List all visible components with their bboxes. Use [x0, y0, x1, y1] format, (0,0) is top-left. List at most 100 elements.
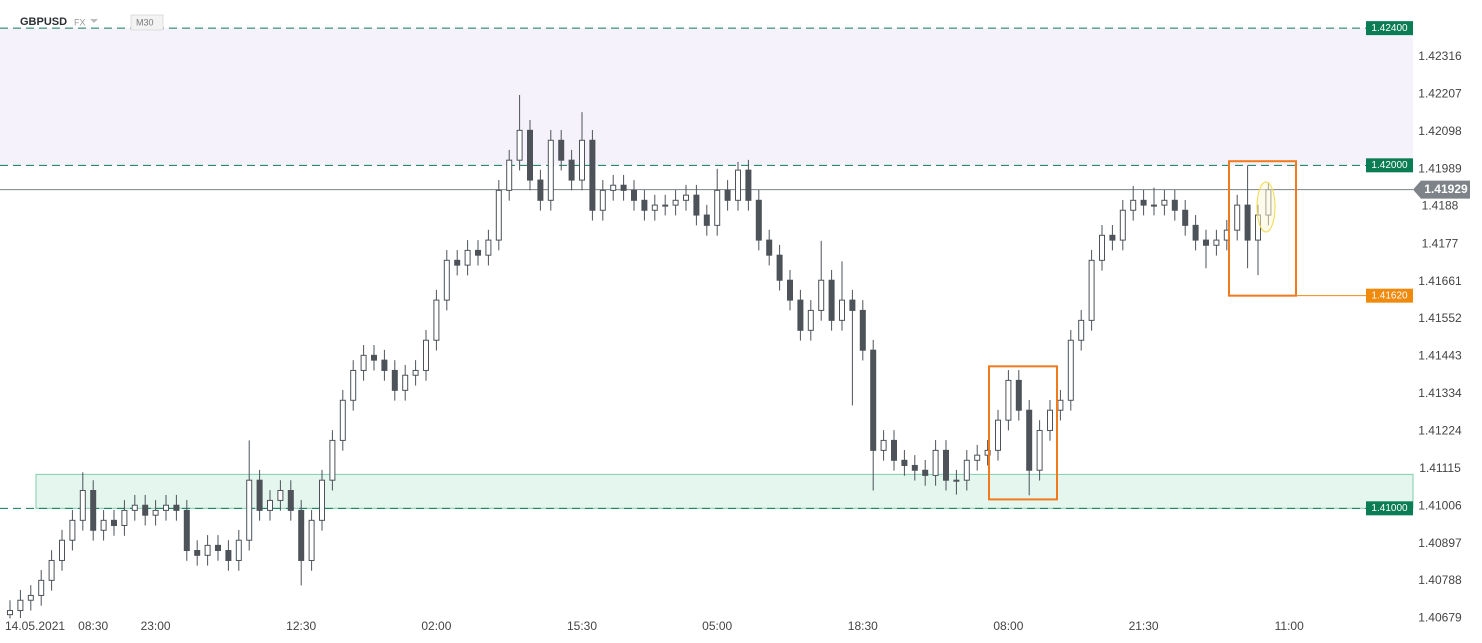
level-label: 1.42000: [1371, 160, 1408, 171]
candle-body: [963, 459, 970, 481]
level-label: 1.42400: [1371, 23, 1408, 34]
candle-body: [932, 449, 939, 476]
x-tick-label: 23:00: [141, 619, 171, 633]
candle-body: [329, 439, 336, 481]
candle-body: [797, 299, 804, 331]
candle-body: [194, 550, 201, 556]
candle-body: [599, 189, 606, 211]
candle-body: [423, 339, 429, 371]
dropdown-icon[interactable]: [90, 19, 98, 23]
x-tick-label: 05:00: [702, 619, 732, 633]
candle-body: [1182, 209, 1189, 226]
x-tick-label: 11:00: [1275, 619, 1304, 633]
candle-body: [974, 454, 981, 461]
zone: [35, 473, 1414, 509]
candle-body: [27, 594, 34, 601]
candle-body: [17, 599, 24, 612]
candle-body: [1036, 429, 1043, 471]
candle-body: [1234, 204, 1241, 231]
candle-body: [287, 489, 294, 511]
candle-body: [995, 419, 1001, 451]
y-tick-label: 1.41552: [1418, 311, 1462, 325]
candle-body: [1057, 399, 1064, 411]
y-tick-label: 1.42098: [1418, 124, 1462, 138]
symbol: GBPUSD: [20, 16, 67, 28]
candle-body: [1161, 199, 1168, 206]
candle-body: [246, 479, 253, 541]
candle-body: [901, 459, 908, 466]
candle-body: [475, 249, 481, 256]
candle-body: [1067, 339, 1074, 401]
candle-body: [683, 194, 689, 201]
candle-body: [953, 479, 960, 482]
x-tick-label: 08:30: [78, 619, 108, 633]
plot: 1.42316 1.42207 1.42098 1.41989 1.4188 1.4177…: [0, 21, 1470, 633]
orange-level-tag: [1366, 288, 1413, 303]
y-tick-label: 1.42207: [1418, 86, 1462, 100]
candle-body: [1088, 259, 1095, 321]
candle-body: [215, 544, 221, 552]
candle-body: [620, 184, 627, 191]
y-tick-label: 1.41006: [1418, 498, 1462, 512]
candle-body: [610, 184, 617, 191]
candle-body: [766, 239, 773, 256]
y-tick-label: 1.40679: [1418, 611, 1462, 625]
current-price-label: 1.41929: [1424, 182, 1468, 196]
candle-body: [464, 249, 471, 266]
candle-body: [433, 299, 440, 341]
y-tick-label: 1.41661: [1418, 274, 1462, 288]
x-tick-label: 15:30: [567, 619, 597, 633]
y-tick-label: 1.41115: [1419, 461, 1461, 475]
y-tick-label: 1.4177: [1422, 236, 1459, 250]
candle-body: [412, 369, 419, 376]
candle-body: [641, 199, 648, 211]
candle-body: [69, 519, 76, 541]
highlight-ellipse: [1256, 181, 1276, 233]
candle-body: [849, 299, 856, 311]
candle-body: [776, 254, 783, 281]
y-tick-label: 1.41443: [1418, 349, 1462, 363]
candle-body: [204, 544, 211, 556]
y-tick-label: 1.41334: [1418, 386, 1462, 400]
candle-body: [828, 279, 835, 321]
candle-body: [1171, 199, 1178, 211]
candle-body: [1244, 204, 1251, 241]
candle-body: [662, 204, 669, 207]
candle-body: [1203, 239, 1209, 246]
candle-body: [506, 159, 513, 191]
candle-body: [308, 519, 315, 561]
candle-body: [984, 449, 991, 456]
candle-body: [59, 539, 65, 561]
candle-body: [1005, 379, 1012, 421]
candle-body: [859, 309, 866, 351]
candle-body: [48, 559, 55, 581]
candle-body: [183, 509, 190, 552]
zone: [0, 28, 1413, 166]
candle-body: [672, 199, 679, 206]
candle-body: [79, 489, 86, 521]
candle-body: [589, 139, 596, 211]
x-tick-label: 12:30: [286, 619, 316, 633]
candle-body: [121, 509, 128, 526]
candle-body: [631, 189, 637, 201]
candle-body: [1015, 379, 1022, 411]
candle-body: [558, 139, 565, 161]
timeframe-box[interactable]: [130, 14, 164, 31]
candle-body: [891, 439, 897, 461]
candle-body: [1119, 209, 1126, 241]
candle-body: [787, 279, 793, 301]
candle-body: [371, 354, 377, 361]
timeframe: M30: [136, 17, 154, 27]
orange-level-label: 1.41620: [1371, 290, 1408, 301]
candle-body: [1213, 239, 1220, 246]
y-tick-label: 1.4188: [1422, 199, 1459, 213]
candle-body: [7, 610, 13, 616]
candle-body: [381, 359, 388, 371]
candle-body: [818, 279, 825, 311]
x-tick-label: 18:30: [848, 619, 878, 633]
level-tag: [1366, 21, 1413, 36]
candle-body: [277, 489, 284, 501]
candle-body: [152, 509, 159, 516]
highlight-box: [988, 365, 1058, 501]
